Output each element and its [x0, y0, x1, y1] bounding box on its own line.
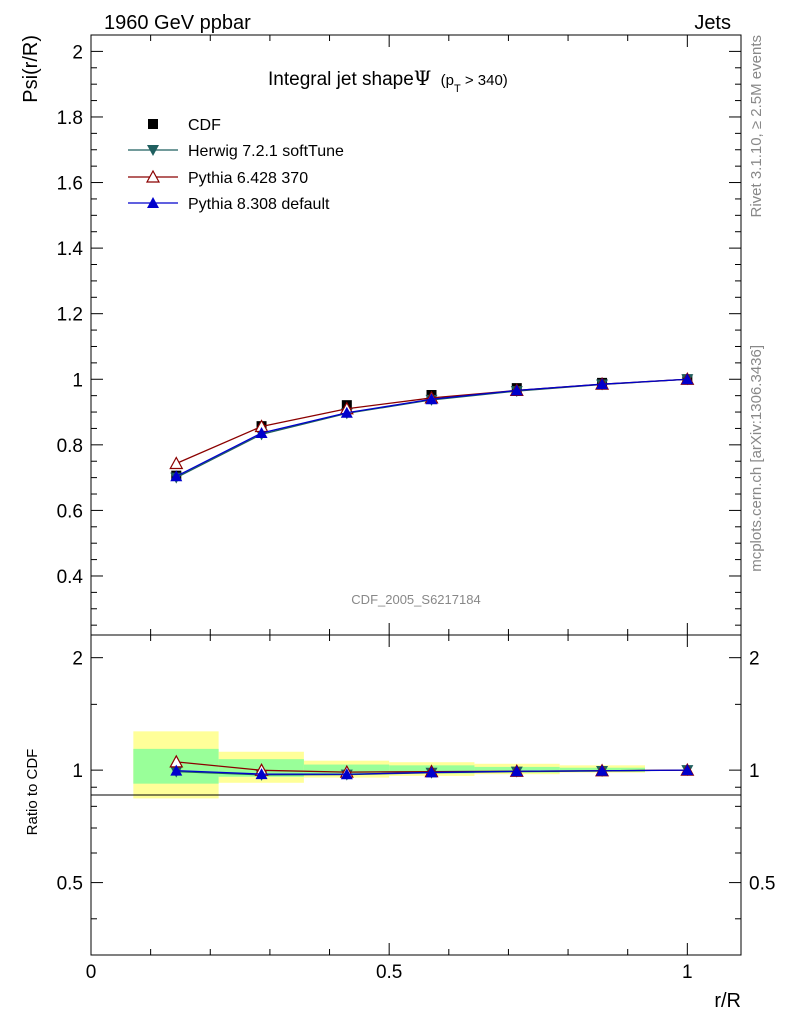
mcplots-label: mcplots.cern.ch [arXiv:1306.3436]: [748, 345, 765, 572]
ratio-y-tick-label: 2: [72, 649, 83, 670]
data-point: [681, 373, 694, 385]
chart-title-sub-index: T: [454, 83, 461, 95]
legend-label: CDF: [188, 117, 221, 134]
x-tick-label: 0.5: [376, 962, 402, 983]
data-point: [169, 456, 184, 470]
series-2: [169, 372, 695, 470]
chart-title-sub-suffix: > 340): [461, 72, 508, 89]
ratio-panel: 0.5 0.5 1 1 2 2 0 0.5 1: [57, 634, 775, 983]
data-point: [170, 470, 183, 482]
ratio-y-axis-label: Ratio to CDF: [24, 749, 41, 836]
ratio-panel-series: [169, 754, 695, 781]
x-axis-label: r/R: [714, 990, 741, 1012]
chart-title-main: Integral jet shape: [268, 69, 414, 90]
ratio-series-2: [170, 764, 694, 780]
chart-title: Integral jet shapeΨ (pT > 340): [268, 66, 508, 95]
ratio-data-point: [425, 766, 438, 778]
series-0: [171, 374, 693, 481]
data-point: [596, 378, 609, 390]
ratio-data-point: [681, 764, 694, 776]
legend-marker: [145, 169, 161, 183]
main-panel: 0.4 0.6 0.8 1 1.2 1.4 1.6 1.8 2: [57, 34, 742, 636]
ratio-data-point: [596, 764, 609, 776]
data-point: [340, 406, 353, 418]
chart-title-sub: (p: [441, 72, 454, 89]
series-3: [170, 373, 694, 482]
legend-label: Pythia 8.308 default: [188, 196, 330, 213]
legend-marker: [147, 197, 159, 208]
legend: CDF Herwig 7.2.1 softTune Pythia 6.428 370…: [128, 117, 344, 213]
main-y-tick-label: 1.6: [57, 174, 83, 195]
data-point: [510, 384, 523, 396]
ratio-y-tick-label-right: 2: [749, 649, 760, 670]
main-y-tick-label: 0.8: [57, 436, 83, 457]
ratio-data-point: [510, 765, 523, 777]
rivet-label: Rivet 3.1.10, ≥ 2.5M events: [748, 35, 765, 218]
main-y-tick-label: 1.2: [57, 305, 83, 326]
main-y-tick-label: 0.4: [57, 567, 84, 588]
analysis-id-label: CDF_2005_S6217184: [351, 592, 480, 607]
ratio-panel-ticks: 0.5 0.5 1 1 2 2 0 0.5 1: [57, 635, 775, 983]
main-y-tick-label: 1: [72, 370, 83, 391]
ratio-data-point: [255, 768, 268, 780]
main-y-tick-label: 2: [72, 42, 83, 63]
main-panel-series: [169, 372, 695, 484]
legend-marker: [147, 145, 159, 156]
legend-label: Pythia 6.428 370: [188, 170, 308, 187]
main-panel-ticks: 0.4 0.6 0.8 1 1.2 1.4 1.6 1.8 2: [57, 35, 741, 635]
ratio-y-tick-label: 0.5: [57, 874, 83, 895]
main-y-tick-label: 0.6: [57, 501, 83, 522]
ratio-panel-frame: [90, 634, 742, 956]
ratio-data-point: [170, 764, 183, 776]
header-right: Jets: [694, 12, 731, 34]
header-left: 1960 GeV ppbar: [104, 12, 251, 34]
main-y-tick-label: 1.8: [57, 108, 83, 129]
legend-marker: [148, 119, 158, 129]
data-point: [425, 393, 438, 405]
ratio-y-tick-label-right: 1: [749, 761, 760, 782]
x-tick-label: 0: [86, 962, 97, 983]
ratio-y-tick-label: 1: [72, 761, 83, 782]
x-tick-label: 1: [682, 962, 693, 983]
ratio-y-tick-label-right: 0.5: [749, 874, 775, 895]
data-point: [255, 427, 268, 439]
legend-label: Herwig 7.2.1 softTune: [188, 143, 344, 160]
chart-title-symbol: Ψ: [414, 66, 432, 90]
main-y-axis-label: Psi(r/R): [20, 35, 42, 103]
ratio-data-point: [340, 768, 353, 780]
main-y-tick-label: 1.4: [57, 239, 84, 260]
